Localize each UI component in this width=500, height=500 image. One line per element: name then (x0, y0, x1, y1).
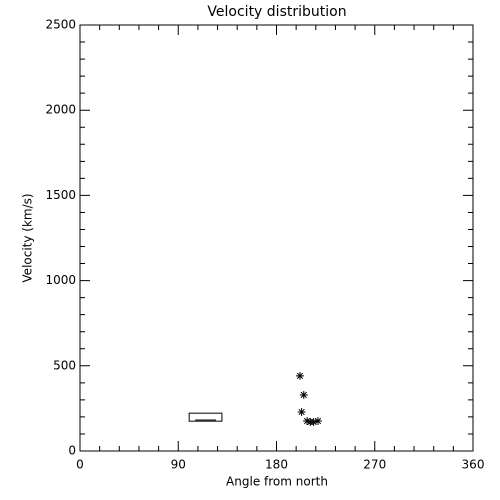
point (313, 417, 322, 426)
x-tick-label: 0 (76, 458, 84, 472)
point (299, 390, 308, 399)
point (297, 407, 306, 416)
point (303, 417, 312, 426)
box (188, 412, 223, 422)
x-tick-label: 270 (363, 458, 386, 472)
y-tick-label: 1500 (45, 188, 76, 202)
x-axis-label: Angle from north (226, 475, 328, 489)
x-tick-label: 360 (462, 458, 485, 472)
y-tick-label: 0 (68, 444, 76, 458)
point (295, 371, 304, 380)
x-tick-label: 90 (171, 458, 186, 472)
point (309, 418, 318, 427)
chart-title: Velocity distribution (207, 4, 346, 20)
y-tick-label: 2000 (45, 103, 76, 117)
plot-frame (79, 24, 474, 452)
y-tick-label: 2500 (45, 18, 76, 32)
y-tick-label: 500 (53, 358, 76, 372)
x-tick-label: 180 (265, 458, 288, 472)
y-axis-label: Velocity (km/s) (21, 193, 35, 282)
y-tick-label: 1000 (45, 273, 76, 287)
